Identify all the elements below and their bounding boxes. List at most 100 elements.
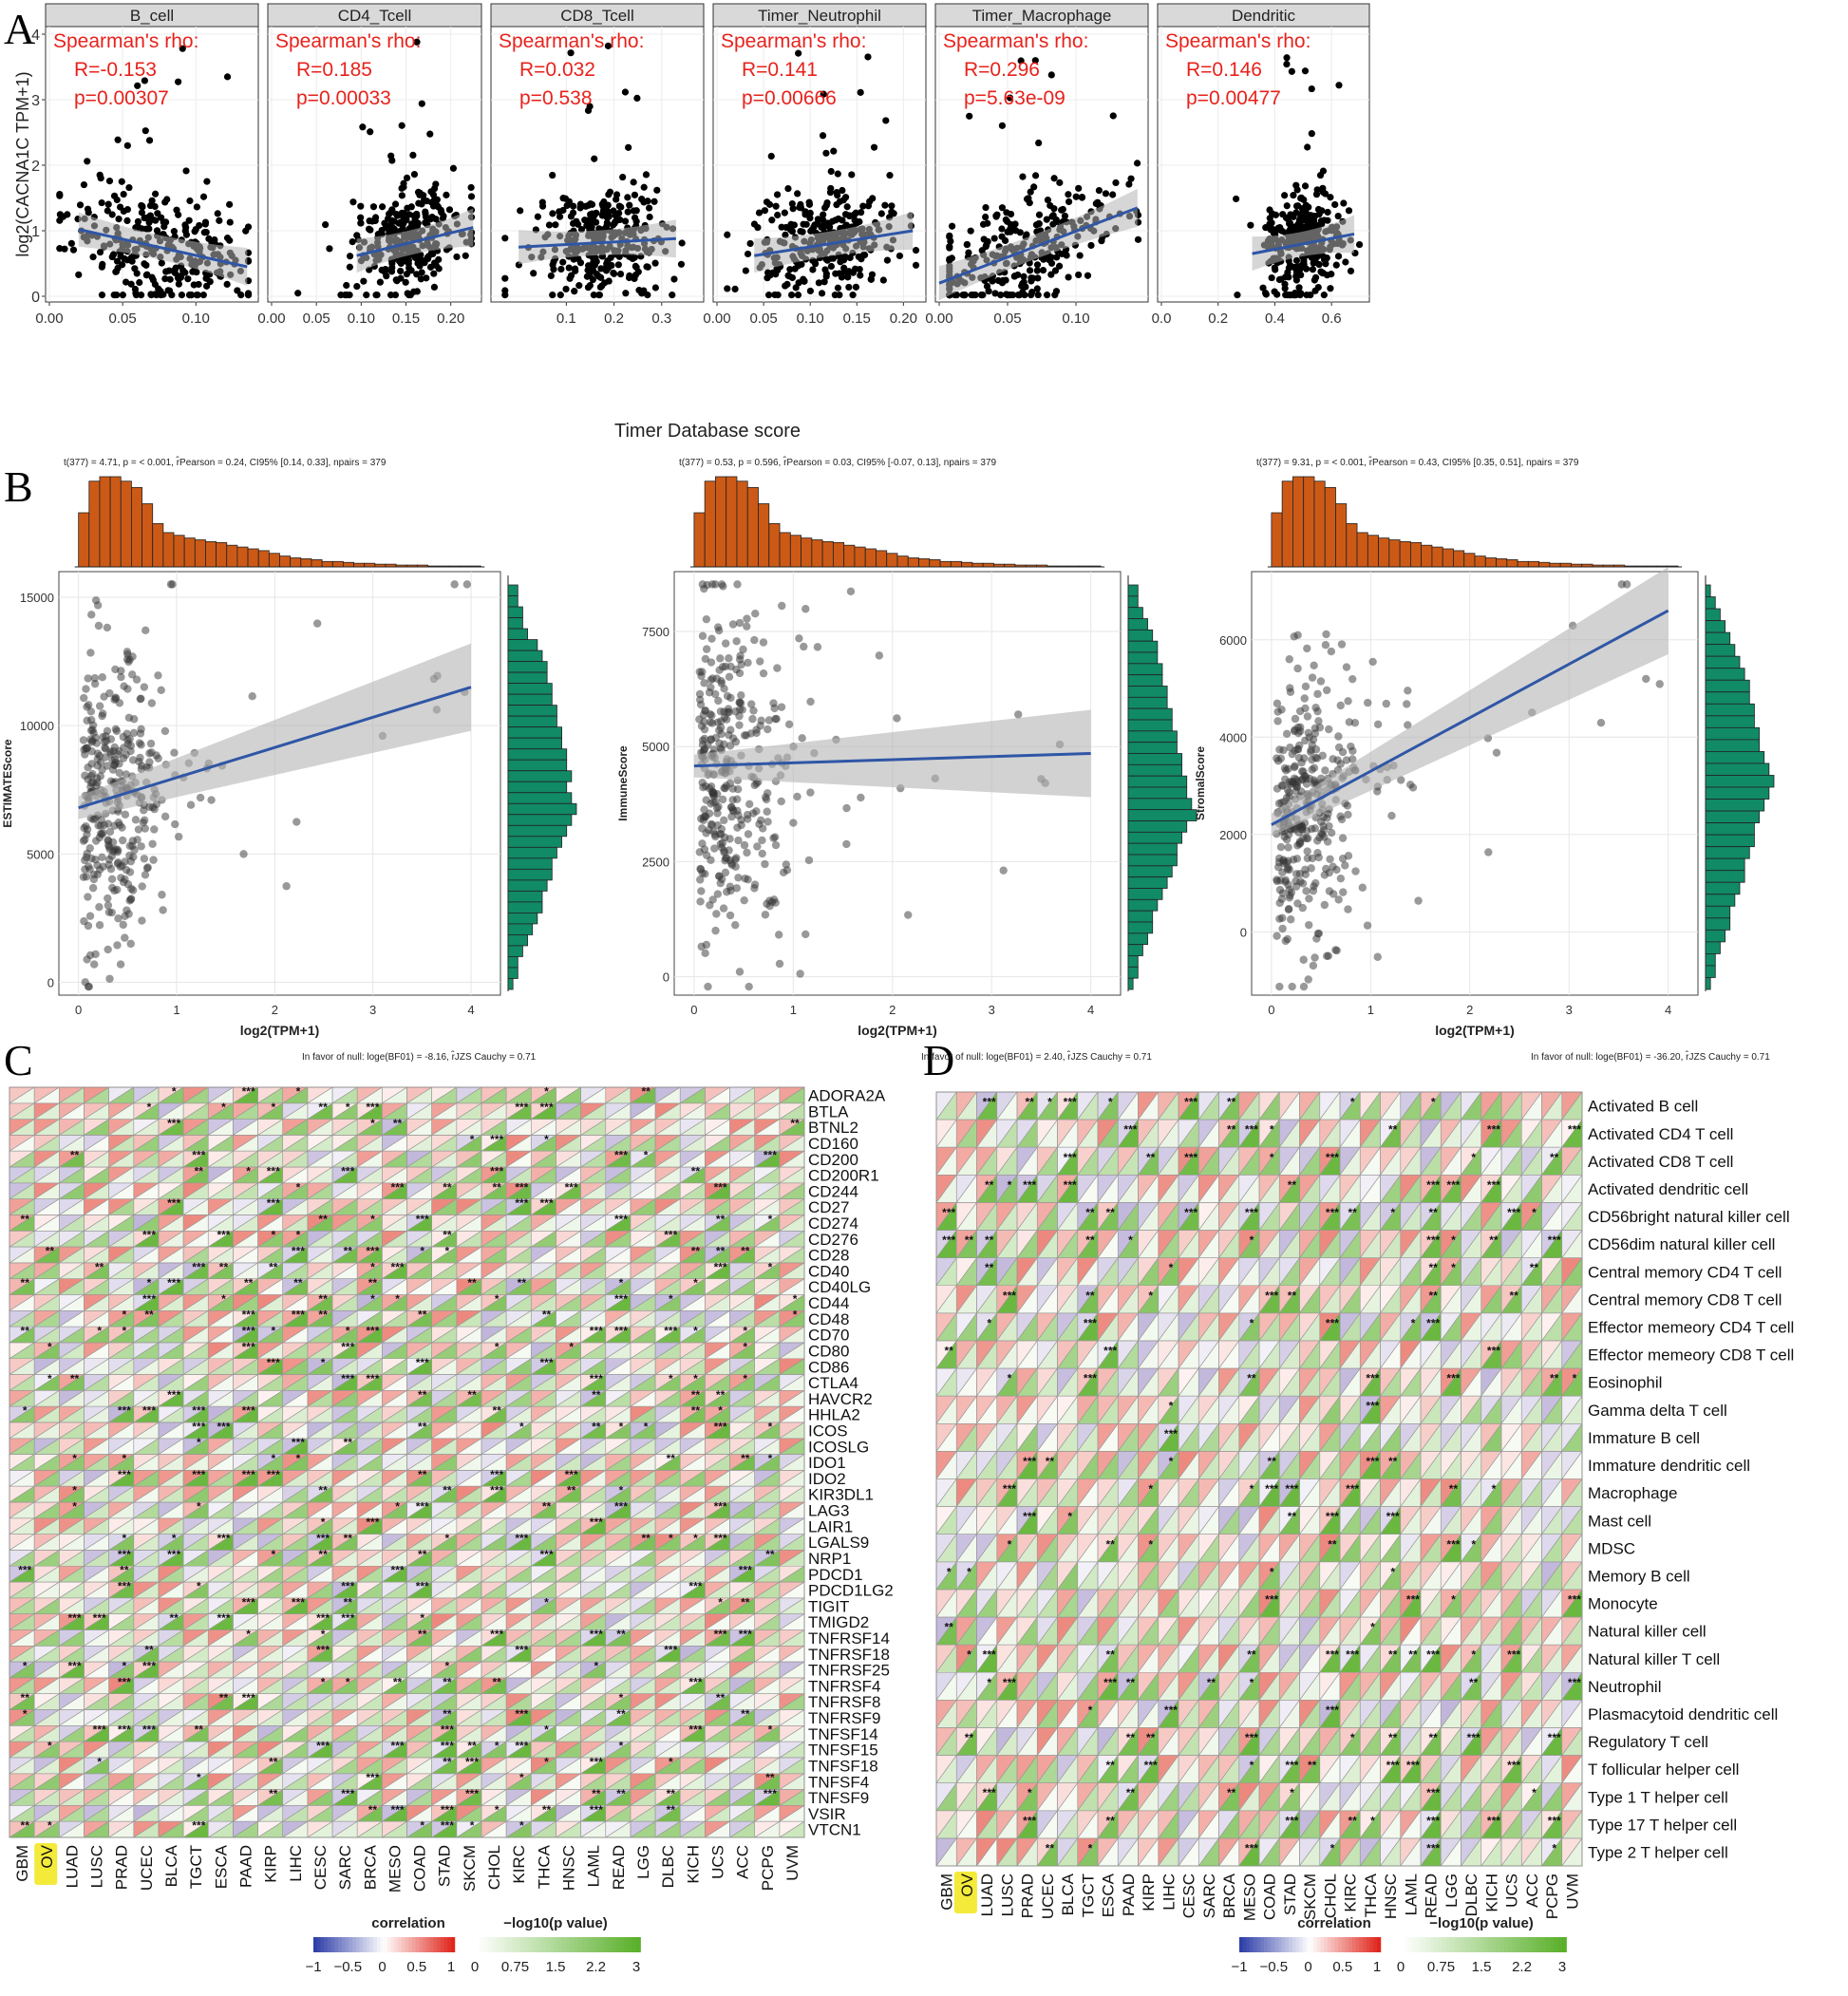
b-top-hist-bar [1271,512,1283,568]
b-right-hist-bar [507,802,577,816]
a-point [843,203,851,211]
a-fit-line [754,229,914,257]
heat-sig-mark: ** [70,1372,80,1385]
a-xtick-label: 0.1 [556,311,576,327]
a-point [1283,202,1291,210]
a-xtick-label: 0.6 [1322,311,1342,327]
heat-sig-mark: ** [443,1229,452,1242]
a-point [621,217,630,225]
b-point [1350,719,1360,727]
b-right-hist-bar [1705,620,1725,633]
a-point [1058,206,1065,214]
a-xtick-label: 0.10 [182,311,210,327]
b-top-hist-bar [78,512,90,568]
a-point [165,267,173,274]
b-top-hist-bar [961,561,973,568]
a-point [1290,192,1297,199]
a-point [134,222,141,230]
heat-sig-mark: * [370,1260,375,1273]
a-point [223,280,231,289]
a-point [576,259,585,267]
a-point [337,292,345,299]
b-right-hist-bar [1127,831,1182,844]
heat-sig-mark: *** [366,1372,379,1385]
heat-sig-mark: *** [366,1244,379,1257]
b-right-hist-bar [507,781,568,794]
b-point [715,872,724,880]
a-point [1033,261,1042,269]
a-point [888,202,896,210]
a-point [1065,191,1072,198]
a-point [1004,292,1011,299]
b-top-hist-bar [704,480,716,568]
b-point [141,626,150,635]
a-point [610,207,617,215]
b-point [157,686,165,695]
a-rho-header: Spearman's rho: [275,30,421,52]
heat-sig-mark: * [619,1420,624,1433]
b-point [123,906,131,914]
b-point [726,742,735,750]
b-right-hist-bar [507,792,573,804]
heat-sig-mark: *** [292,1309,305,1322]
b-point [1338,747,1348,757]
a-point [998,233,1006,240]
a-rho-p: p=0.00307 [74,87,169,109]
b-right-hist-bar [507,737,562,750]
a-point [203,178,211,185]
a-point [788,228,796,235]
b-ytick-label: 5000 [27,847,54,861]
b-point [1297,825,1306,834]
a-point [559,206,567,215]
a-rho-header: Spearman's rho: [943,30,1088,52]
b-right-hist-bar [507,857,553,870]
a-point [845,283,853,292]
b-point [1308,824,1316,834]
b-point [712,910,721,918]
a-point [1345,207,1353,215]
b-point [735,655,745,664]
b-right-hist-bar [1127,854,1178,867]
heat-sig-mark: ** [21,1325,30,1338]
heat-sig-mark: *** [341,1340,354,1353]
b-point [83,955,91,964]
heat-sig-mark: * [693,1372,698,1385]
heat-sig-mark: ** [344,1436,353,1449]
a-rho-r: R=-0.153 [74,59,157,81]
b-right-hist-bar [507,868,553,881]
a-fit-line [519,236,676,249]
a-point [177,273,184,280]
a-point [415,199,423,207]
b-top-hist-bar [300,558,312,568]
heat-sig-mark: *** [614,1213,628,1226]
heat-sig-mark: * [321,1356,326,1369]
a-xtick-label: 0.4 [1265,311,1285,327]
heat-sig-mark: * [370,1213,375,1226]
b-top-hist-bar [1549,562,1561,568]
b-top-hist-bar [843,544,856,568]
b-point [1273,707,1282,716]
b-point [726,693,735,703]
b-point [1316,677,1326,686]
a-point [724,231,731,238]
a-point [538,202,547,210]
b-point [748,714,757,724]
b-top-hist-bar [236,546,249,568]
a-point [422,213,430,220]
a-point [190,281,198,289]
a-point [1026,267,1034,274]
a-point [1312,191,1321,198]
panel-c: In favor of null: loge(BF01) = -8.16, r̂… [8,1049,894,1975]
b-point [1344,810,1352,819]
heat-sig-mark: * [669,1292,673,1306]
b-right-hist-bar [507,661,548,673]
a-xtick-label: 0.10 [797,311,824,327]
b-point [1295,706,1305,716]
heat-sig-mark: * [768,1260,773,1273]
b-point [804,856,814,865]
heat-sig-mark: *** [590,1325,603,1338]
a-point [1076,252,1084,259]
b-top-hist-bar [1367,535,1379,568]
a-point [376,278,385,286]
